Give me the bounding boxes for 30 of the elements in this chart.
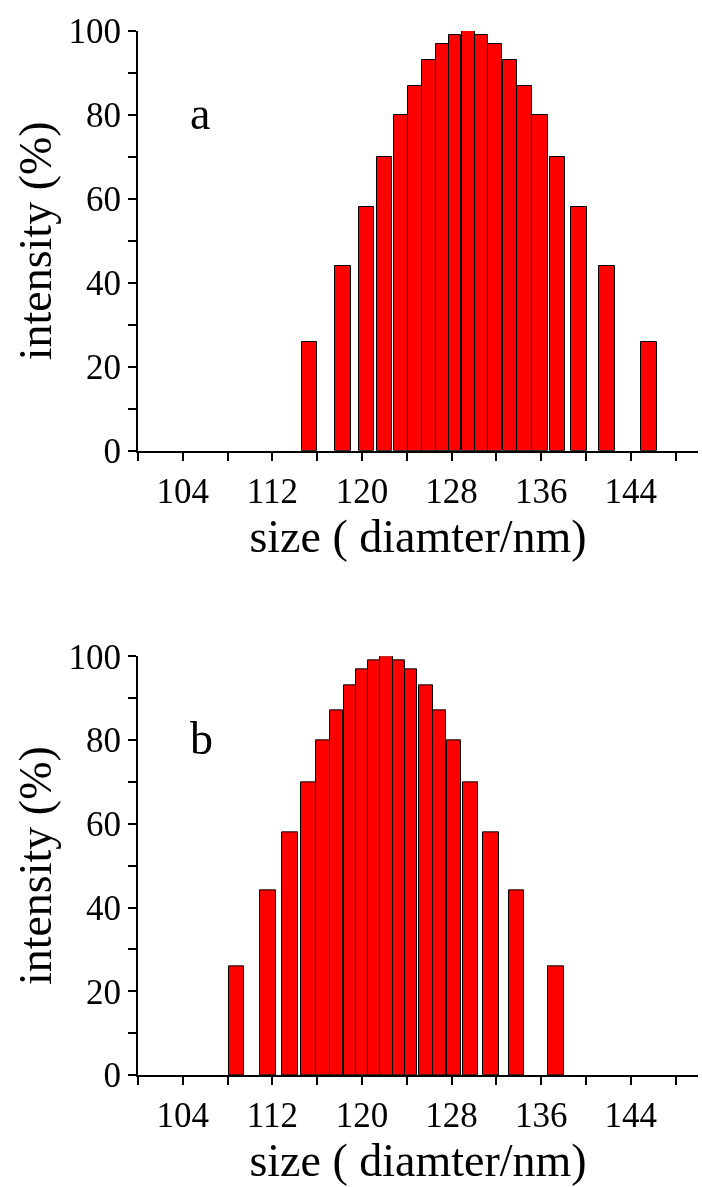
y-axis-title: intensity (%) [10, 121, 62, 361]
x-tick-label: 128 [425, 1096, 478, 1135]
y-tick-label: 100 [68, 637, 121, 677]
y-tick-label: 0 [103, 1056, 121, 1096]
x-tick-label: 136 [514, 1096, 568, 1135]
x-tick-label: 120 [335, 471, 389, 511]
y-axis-title: intensity (%) [10, 746, 62, 986]
x-tick-label: 112 [246, 1096, 298, 1135]
x-tick-label: 104 [156, 1096, 210, 1135]
y-tick-label: 20 [86, 972, 121, 1012]
y-tick-label: 60 [86, 180, 121, 220]
x-axis-title: size ( diamter/nm) [249, 1135, 587, 1186]
x-tick-label: 112 [246, 471, 298, 511]
y-tick-label: 80 [86, 96, 121, 136]
y-tick-label: 20 [86, 348, 121, 387]
x-tick-label: 104 [156, 471, 210, 511]
y-tick-label: 100 [68, 12, 121, 52]
annotation: b [190, 713, 213, 764]
x-tick-label: 144 [604, 471, 658, 511]
y-tick-label: 0 [103, 431, 121, 471]
x-axis-title: size ( diamter/nm) [249, 510, 587, 562]
x-tick-label: 128 [425, 471, 478, 511]
x-tick-label: 120 [335, 1096, 389, 1135]
y-tick-label: 40 [86, 264, 121, 304]
x-tick-label: 144 [604, 1096, 658, 1135]
annotation: a [190, 88, 211, 139]
x-tick-label: 136 [514, 471, 568, 511]
y-tick-label: 80 [86, 721, 121, 761]
y-tick-label: 60 [86, 805, 121, 845]
y-tick-label: 40 [86, 888, 121, 928]
